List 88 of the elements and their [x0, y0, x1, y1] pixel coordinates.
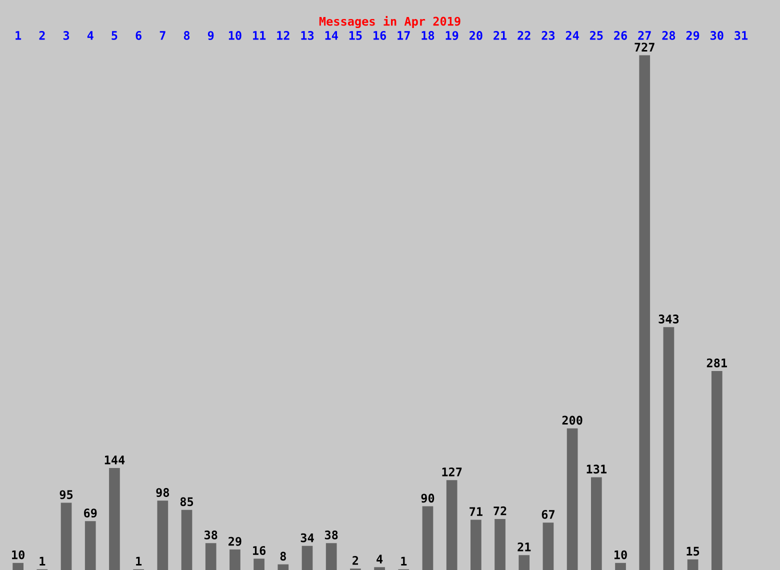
bar — [542, 522, 554, 570]
bar — [590, 477, 602, 570]
bar — [566, 428, 578, 570]
data-label: 1 — [401, 556, 407, 566]
data-label: 10 — [12, 550, 24, 560]
x-tick-label: 22 — [518, 31, 530, 40]
bar — [470, 520, 482, 570]
x-tick-label: 16 — [374, 31, 386, 40]
data-label: 127 — [442, 467, 462, 476]
x-tick-label: 18 — [422, 31, 434, 40]
x-tick-label: 1 — [16, 31, 22, 40]
data-label: 343 — [658, 314, 679, 324]
data-label: 90 — [421, 494, 434, 503]
x-tick-label: 10 — [228, 31, 242, 40]
data-label: 85 — [180, 497, 194, 506]
bar — [157, 500, 168, 570]
bar — [60, 502, 72, 570]
data-label: 8 — [280, 552, 286, 561]
x-tick-label: 19 — [446, 31, 458, 40]
data-label: 10 — [614, 550, 627, 560]
data-label: 2 — [352, 556, 358, 565]
x-tick-label: 29 — [686, 31, 700, 40]
x-tick-label: 23 — [542, 31, 555, 40]
data-label: 144 — [104, 456, 125, 464]
x-tick-label: 11 — [253, 31, 266, 40]
bar — [374, 567, 385, 570]
chart-title: Messages in Apr 2019 — [319, 16, 460, 28]
data-label: 98 — [156, 488, 170, 497]
bar — [84, 521, 96, 570]
data-label: 29 — [228, 536, 242, 546]
data-label: 4 — [376, 554, 383, 564]
bar — [230, 549, 240, 570]
bar — [326, 543, 337, 570]
data-label: 16 — [253, 546, 266, 556]
x-tick-label: 26 — [614, 31, 627, 40]
bar — [109, 468, 120, 570]
bar — [446, 480, 458, 570]
data-label: 200 — [562, 416, 582, 425]
x-tick-label: 27 — [638, 31, 651, 40]
bar — [12, 562, 24, 570]
x-tick-label: 20 — [469, 31, 482, 40]
data-label: 15 — [686, 546, 700, 556]
data-label: 72 — [494, 506, 506, 516]
bar — [687, 559, 698, 570]
x-tick-label: 30 — [710, 31, 724, 40]
bar — [615, 562, 626, 570]
x-tick-label: 6 — [136, 31, 142, 40]
data-label: 38 — [324, 530, 338, 540]
x-tick-label: 25 — [590, 31, 603, 40]
x-tick-label: 9 — [208, 31, 214, 40]
x-tick-label: 12 — [277, 31, 290, 40]
data-label: 71 — [470, 507, 482, 516]
data-label: 281 — [706, 358, 728, 368]
x-tick-label: 31 — [734, 31, 748, 40]
bar — [639, 55, 650, 570]
x-tick-label: 5 — [112, 31, 118, 40]
bar — [422, 506, 434, 570]
data-label: 131 — [586, 464, 607, 474]
x-tick-label: 14 — [325, 31, 338, 40]
bar — [181, 510, 192, 570]
data-label: 1 — [40, 556, 46, 566]
data-label: 1 — [136, 556, 142, 566]
x-tick-label: 3 — [63, 31, 70, 40]
bar — [518, 555, 530, 570]
bar — [278, 564, 289, 570]
data-label: 67 — [542, 510, 554, 519]
x-tick-label: 24 — [566, 31, 579, 40]
data-label: 21 — [518, 542, 531, 552]
x-tick-label: 21 — [494, 31, 507, 40]
data-label: 34 — [300, 533, 314, 542]
x-tick-label: 2 — [39, 31, 45, 40]
data-label: 95 — [60, 490, 73, 500]
x-tick-label: 8 — [184, 31, 190, 40]
bar — [663, 327, 674, 570]
x-tick-label: 13 — [301, 31, 314, 40]
bar — [254, 558, 264, 570]
data-label: 69 — [84, 508, 97, 518]
x-tick-label: 15 — [349, 31, 362, 40]
data-label: 727 — [634, 42, 654, 52]
x-tick-label: 7 — [160, 31, 166, 40]
bar — [205, 543, 216, 570]
x-tick-label: 17 — [398, 31, 410, 40]
bar — [302, 546, 313, 570]
x-tick-label: 28 — [662, 31, 676, 40]
data-label: 38 — [204, 530, 218, 540]
bar — [711, 371, 722, 570]
x-tick-label: 4 — [87, 31, 94, 40]
bar — [494, 519, 506, 570]
